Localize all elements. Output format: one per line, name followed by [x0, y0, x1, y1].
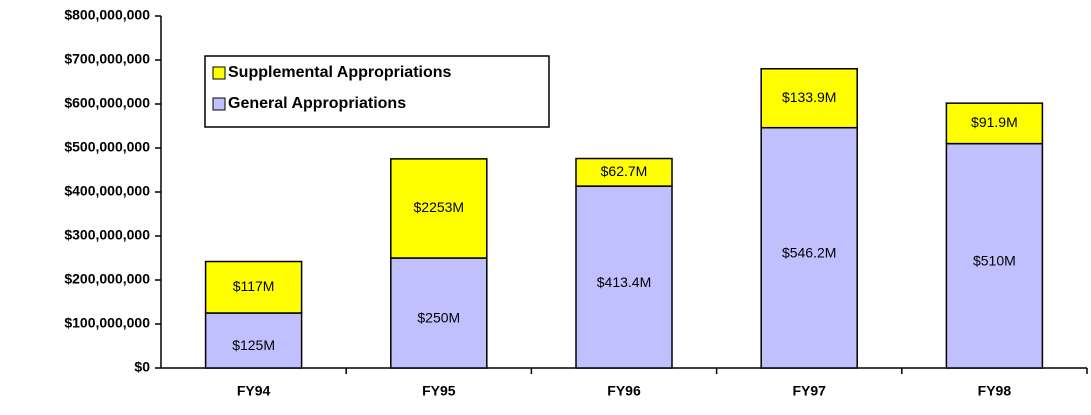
bar-segment	[945, 102, 1044, 145]
data-label: $125M	[232, 337, 275, 353]
y-tick-label: $800,000,000	[64, 7, 150, 23]
x-tick-label: FY97	[792, 383, 826, 399]
data-label: $91.9M	[971, 114, 1018, 130]
y-tick-label: $300,000,000	[64, 227, 150, 243]
data-label: $2253M	[414, 199, 465, 215]
legend-swatch	[212, 66, 226, 80]
x-tick-label: FY96	[607, 383, 641, 399]
bar-segment	[945, 142, 1044, 369]
legend-label: General Appropriations	[228, 95, 406, 112]
data-label: $117M	[233, 278, 275, 294]
legend-label: Supplemental Appropriations	[228, 64, 452, 81]
bar-segment	[390, 257, 488, 369]
bar-segment	[204, 312, 303, 369]
y-tick-label: $100,000,000	[64, 315, 150, 331]
bar-segment	[760, 68, 858, 129]
y-tick-label: $500,000,000	[64, 139, 150, 155]
bar-segment	[204, 260, 303, 314]
data-label: $510M	[973, 253, 1016, 269]
data-label: $546.2M	[782, 245, 836, 261]
bar-segment	[390, 158, 488, 259]
y-tick-label: $700,000,000	[64, 51, 150, 67]
bar-segment	[760, 126, 858, 369]
bar-segment	[575, 185, 673, 369]
bar-segment	[575, 157, 673, 187]
data-label: $133.9M	[782, 89, 836, 105]
y-tick-label: $400,000,000	[64, 183, 150, 199]
legend-swatch	[212, 97, 226, 111]
legend-box	[204, 55, 550, 128]
x-tick-label: FY98	[978, 383, 1012, 399]
y-tick-label: $600,000,000	[64, 95, 150, 111]
x-tick-label: FY95	[422, 383, 456, 399]
y-tick-label: $0	[134, 359, 150, 375]
data-label: $413.4M	[597, 274, 651, 290]
y-tick-label: $200,000,000	[64, 271, 150, 287]
data-label: $62.7M	[601, 163, 648, 179]
data-label: $250M	[417, 310, 460, 326]
x-tick-label: FY94	[237, 383, 271, 399]
